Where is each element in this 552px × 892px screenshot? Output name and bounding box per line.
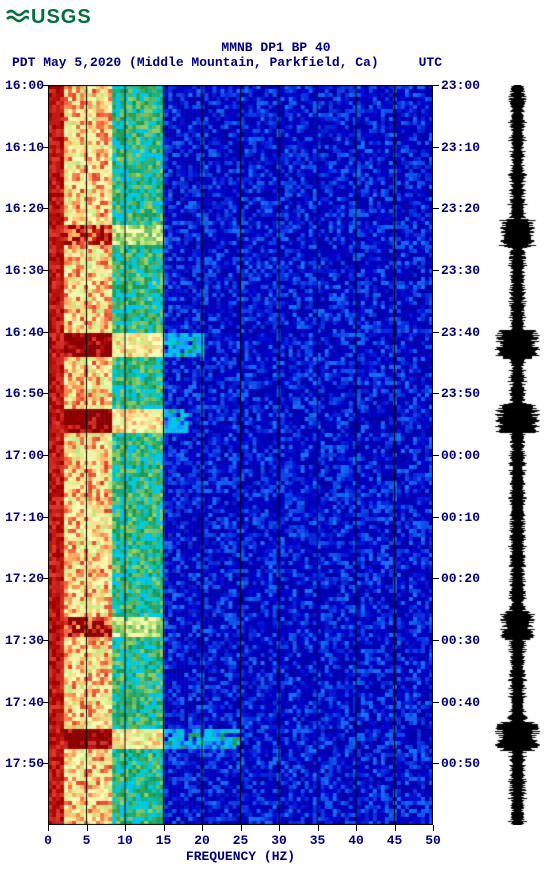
y-left-tick: 16:20 <box>0 201 44 216</box>
y-right-tick: 23:50 <box>441 386 491 401</box>
x-tick: 20 <box>190 833 214 848</box>
y-right-tick: 00:30 <box>441 633 491 648</box>
wave-icon <box>5 5 29 29</box>
spectrogram-canvas <box>48 85 433 825</box>
x-tick: 15 <box>152 833 176 848</box>
chart-subtitle: PDT May 5,2020 (Middle Mountain, Parkfie… <box>12 55 379 70</box>
y-right-tick: 00:50 <box>441 756 491 771</box>
y-left-tick: 16:50 <box>0 386 44 401</box>
y-left-tick: 16:30 <box>0 263 44 278</box>
y-left-tick: 16:40 <box>0 325 44 340</box>
x-tick: 45 <box>383 833 407 848</box>
y-right-tick: 00:40 <box>441 695 491 710</box>
usgs-logo: USGS <box>5 5 92 29</box>
x-tick: 0 <box>36 833 60 848</box>
y-right-tick: 23:40 <box>441 325 491 340</box>
x-tick: 10 <box>113 833 137 848</box>
x-axis-title: FREQUENCY (HZ) <box>48 849 433 864</box>
y-right-tick: 00:10 <box>441 510 491 525</box>
chart-title: MMNB DP1 BP 40 <box>0 40 552 55</box>
x-tick: 5 <box>75 833 99 848</box>
utc-header-label: UTC <box>419 55 442 70</box>
y-left-tick: 17:40 <box>0 695 44 710</box>
y-right-tick: 23:10 <box>441 140 491 155</box>
y-left-tick: 17:00 <box>0 448 44 463</box>
y-left-tick: 17:20 <box>0 571 44 586</box>
y-left-tick: 16:10 <box>0 140 44 155</box>
y-left-tick: 17:50 <box>0 756 44 771</box>
y-right-tick: 00:00 <box>441 448 491 463</box>
x-tick: 25 <box>229 833 253 848</box>
y-right-tick: 23:20 <box>441 201 491 216</box>
x-tick: 40 <box>344 833 368 848</box>
x-tick: 35 <box>306 833 330 848</box>
y-left-tick: 16:00 <box>0 78 44 93</box>
x-tick: 50 <box>421 833 445 848</box>
y-right-tick: 23:30 <box>441 263 491 278</box>
spectrogram-panel <box>48 85 433 825</box>
y-right-tick: 00:20 <box>441 571 491 586</box>
y-left-tick: 17:30 <box>0 633 44 648</box>
seismogram-canvas <box>495 85 540 825</box>
logo-text: USGS <box>31 6 92 29</box>
x-tick: 30 <box>267 833 291 848</box>
y-left-tick: 17:10 <box>0 510 44 525</box>
y-right-tick: 23:00 <box>441 78 491 93</box>
